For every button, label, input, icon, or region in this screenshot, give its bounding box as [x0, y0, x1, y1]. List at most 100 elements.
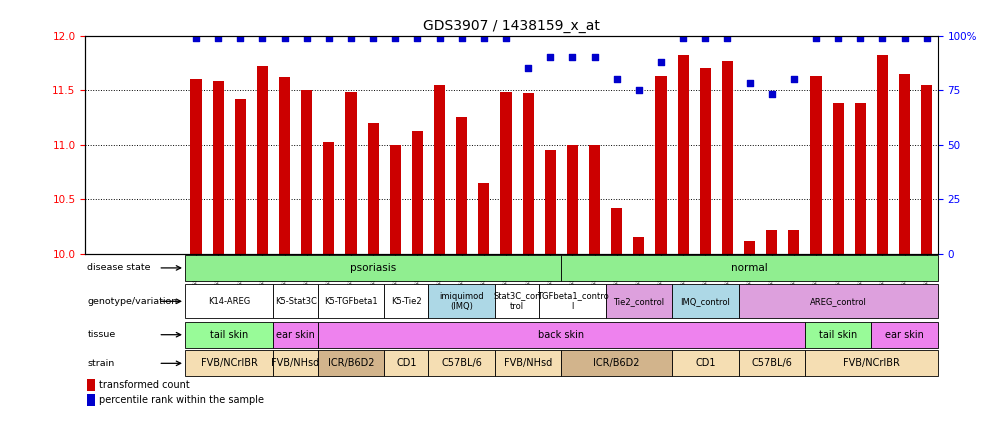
Text: K5-Tie2: K5-Tie2 [391, 297, 421, 306]
Bar [561, 350, 671, 376]
Text: strain: strain [87, 359, 114, 368]
Point [209, 34, 225, 41]
Bar [384, 284, 428, 318]
Point [187, 34, 203, 41]
Bar [737, 284, 937, 318]
Bar [478, 183, 489, 254]
Bar [274, 322, 318, 348]
Bar [655, 76, 666, 254]
Bar [920, 85, 931, 254]
Text: CD1: CD1 [396, 358, 416, 369]
Point [830, 34, 846, 41]
Bar [390, 145, 401, 254]
Bar [671, 284, 737, 318]
Bar [721, 60, 732, 254]
Bar [522, 93, 533, 254]
Bar [428, 284, 494, 318]
Point [365, 34, 381, 41]
Bar [588, 145, 599, 254]
Bar [871, 322, 937, 348]
Bar [539, 284, 605, 318]
Text: transformed count: transformed count [98, 381, 189, 390]
Text: Tie2_control: Tie2_control [612, 297, 663, 306]
Bar [743, 241, 755, 254]
Text: percentile rank within the sample: percentile rank within the sample [98, 395, 264, 404]
Point [608, 75, 624, 83]
Bar [898, 74, 909, 254]
Point [255, 34, 271, 41]
Text: FVB/NCrIBR: FVB/NCrIBR [842, 358, 899, 369]
Bar [494, 350, 561, 376]
Text: CD1: CD1 [694, 358, 714, 369]
Bar [632, 237, 643, 254]
Point [718, 34, 734, 41]
Bar [561, 255, 937, 281]
Text: tissue: tissue [87, 330, 115, 339]
Title: GDS3907 / 1438159_x_at: GDS3907 / 1438159_x_at [423, 19, 599, 33]
Point [232, 34, 248, 41]
Point [343, 34, 359, 41]
Text: genotype/variation: genotype/variation [87, 297, 177, 306]
Bar [544, 150, 555, 254]
Bar [610, 208, 621, 254]
Point [387, 34, 403, 41]
Bar [274, 350, 318, 376]
Text: K5-TGFbeta1: K5-TGFbeta1 [324, 297, 378, 306]
Point [652, 58, 668, 65]
Bar [184, 322, 274, 348]
Text: AREG_control: AREG_control [809, 297, 866, 306]
Text: FVB/NCrIBR: FVB/NCrIBR [200, 358, 258, 369]
Point [852, 34, 868, 41]
Text: ICR/B6D2: ICR/B6D2 [593, 358, 639, 369]
Bar [566, 145, 577, 254]
Bar [234, 99, 245, 254]
Point [586, 54, 602, 61]
Point [321, 34, 337, 41]
Bar [279, 77, 290, 254]
Text: FVB/NHsd: FVB/NHsd [504, 358, 552, 369]
Point [409, 34, 425, 41]
Bar [766, 230, 777, 254]
Bar [257, 66, 268, 254]
Text: C57BL/6: C57BL/6 [750, 358, 792, 369]
Bar [428, 350, 494, 376]
Point [696, 34, 712, 41]
Bar [605, 284, 671, 318]
Bar [805, 322, 871, 348]
Bar [832, 103, 843, 254]
Bar [384, 350, 428, 376]
Point [475, 34, 491, 41]
Bar [274, 284, 318, 318]
Text: K5-Stat3C: K5-Stat3C [275, 297, 317, 306]
Point [431, 34, 447, 41]
Point [277, 34, 293, 41]
Bar [805, 350, 937, 376]
Point [520, 65, 536, 72]
Bar [500, 92, 511, 254]
Text: normal: normal [730, 263, 768, 273]
Text: IMQ_control: IMQ_control [679, 297, 729, 306]
Bar [671, 350, 737, 376]
Text: tail skin: tail skin [209, 330, 248, 340]
Point [918, 34, 934, 41]
Bar [87, 379, 95, 391]
Point [630, 87, 646, 94]
Bar [876, 55, 887, 254]
Bar [184, 255, 561, 281]
Point [896, 34, 912, 41]
Text: disease state: disease state [87, 263, 151, 273]
Bar [345, 92, 356, 254]
Bar [854, 103, 865, 254]
Text: ear skin: ear skin [885, 330, 923, 340]
Bar [788, 230, 799, 254]
Text: back skin: back skin [538, 330, 584, 340]
Bar [318, 284, 384, 318]
Point [674, 34, 690, 41]
Text: FVB/NHsd: FVB/NHsd [272, 358, 320, 369]
Point [740, 80, 757, 87]
Bar [737, 350, 805, 376]
Bar [318, 322, 805, 348]
Point [785, 75, 801, 83]
Bar [301, 90, 312, 254]
Bar [184, 350, 274, 376]
